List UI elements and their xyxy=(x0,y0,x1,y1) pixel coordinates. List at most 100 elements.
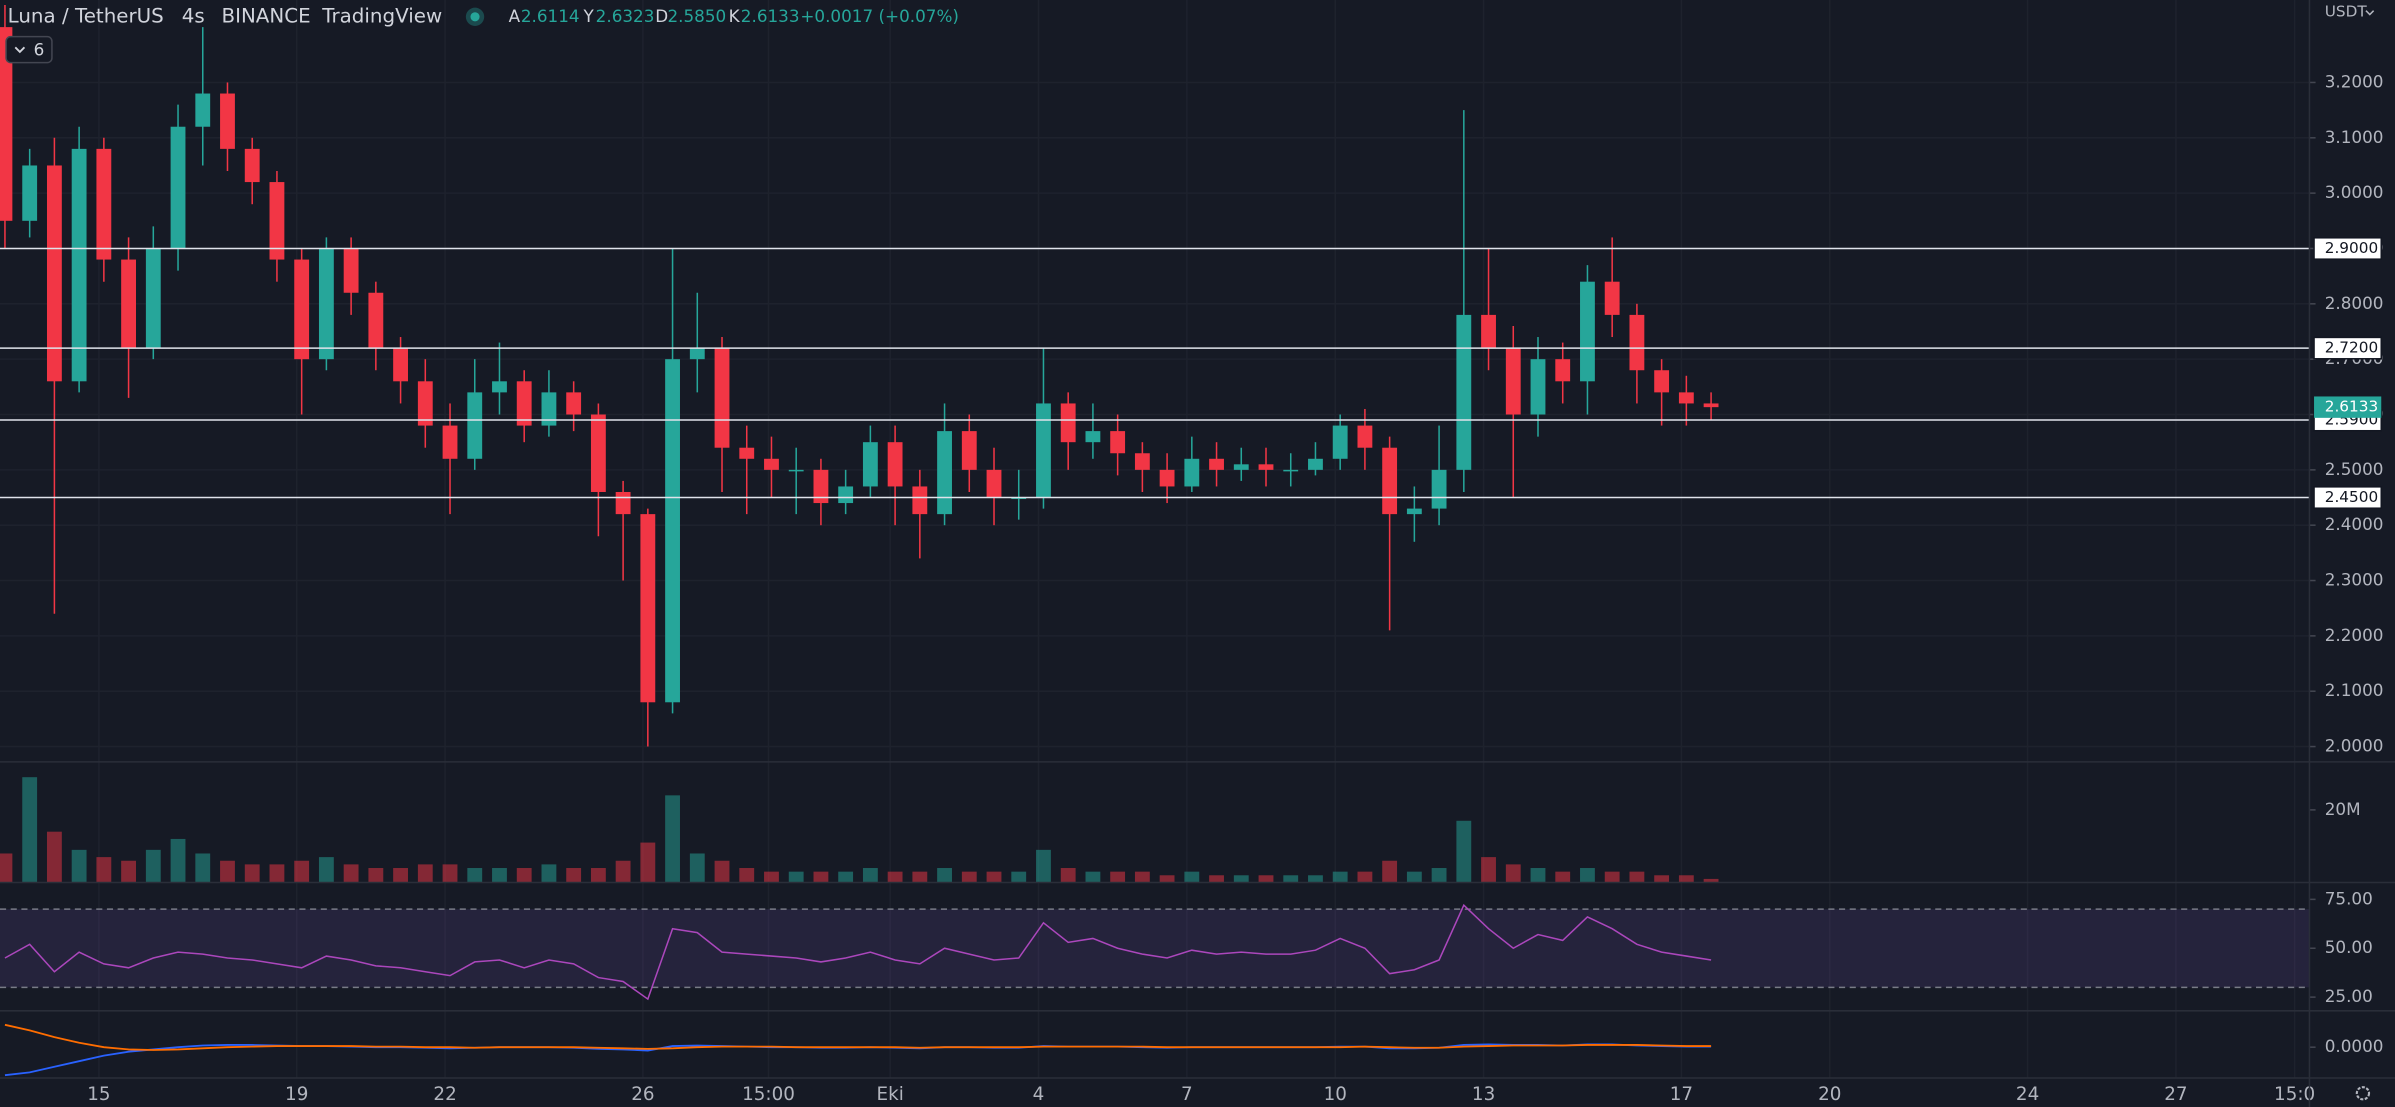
y-tick-label: 2.5000 xyxy=(2325,459,2384,479)
volume-bar xyxy=(739,868,755,883)
interval[interactable]: 4s xyxy=(182,4,205,27)
y-tick-label: 25.00 xyxy=(2325,986,2373,1006)
volume-bar xyxy=(516,868,532,883)
indicator-count: 6 xyxy=(34,39,45,59)
volume-bar xyxy=(1357,871,1373,883)
candle-body xyxy=(0,27,13,221)
candle-body xyxy=(1678,392,1694,404)
candle-body xyxy=(1654,370,1670,393)
volume-bar xyxy=(1505,864,1521,883)
candle-body xyxy=(244,148,260,183)
macd-line xyxy=(4,1023,1712,1051)
last-price-tag xyxy=(2314,396,2382,418)
volume-bar xyxy=(22,777,38,883)
candle-body xyxy=(1456,314,1472,470)
volume-bar xyxy=(96,857,112,883)
x-tick-label: 26 xyxy=(631,1084,654,1105)
candle-body xyxy=(1134,453,1150,470)
y-tick-label: 2.0000 xyxy=(2325,736,2384,756)
y-tick-label: 2.3000 xyxy=(2325,570,2384,590)
settings-icon[interactable] xyxy=(2355,1086,2371,1101)
symbol[interactable]: Luna / TetherUS xyxy=(8,4,164,27)
level-tag xyxy=(2313,237,2383,260)
volume-bar xyxy=(121,860,136,883)
volume-bar xyxy=(665,795,680,883)
volume-bar xyxy=(195,853,211,883)
price-change: +0.0017 (+0.07%) xyxy=(800,6,959,26)
y-tick-label: 2.2000 xyxy=(2325,625,2384,645)
candle-body xyxy=(318,248,334,360)
candle-body xyxy=(912,486,928,515)
volume-bar xyxy=(294,860,310,883)
volume-bar xyxy=(170,838,186,883)
y-tick-label: 2.1000 xyxy=(2325,680,2384,700)
volume-bar xyxy=(862,868,878,883)
volume-bar xyxy=(492,868,507,883)
y-tick-label: 3.1000 xyxy=(2325,127,2384,147)
candle-body xyxy=(1283,469,1299,472)
candle-body xyxy=(1184,458,1200,487)
candle-body xyxy=(1555,359,1571,382)
volume-bar xyxy=(986,871,1002,883)
currency-menu[interactable]: USDT xyxy=(2325,3,2368,21)
ohlc-label: K xyxy=(729,6,741,26)
candle-body xyxy=(71,148,87,382)
indicators-toggle[interactable] xyxy=(5,35,53,64)
candle-body xyxy=(1110,431,1126,454)
candle-body xyxy=(838,486,854,504)
x-tick-label: 10 xyxy=(1324,1084,1347,1105)
ohlc-value: 2.5850 xyxy=(667,6,726,26)
volume-bar xyxy=(838,871,854,883)
volume-bar xyxy=(442,864,458,883)
x-tick-label: 24 xyxy=(2016,1084,2039,1105)
volume-bar xyxy=(1233,875,1249,883)
ohlc-value: 2.6323 xyxy=(596,6,655,26)
candle-body xyxy=(1060,403,1076,443)
volume-bar xyxy=(1703,878,1719,883)
candle-body xyxy=(665,359,680,703)
volume-bar xyxy=(764,871,779,883)
y-tick-label: 2.4000 xyxy=(2325,514,2384,534)
source: TradingView xyxy=(321,4,442,27)
x-tick-label: 20 xyxy=(1818,1084,1841,1105)
candle-body xyxy=(145,248,161,349)
rsi-line xyxy=(4,903,1712,1001)
volume-bar xyxy=(467,868,483,883)
candle-body xyxy=(1604,281,1620,315)
candle-body xyxy=(1530,359,1546,415)
candle-body xyxy=(1703,403,1719,408)
volume-bar xyxy=(1184,871,1200,883)
level-tag xyxy=(2313,336,2383,360)
candle-body xyxy=(1580,281,1595,382)
volume-bar xyxy=(1258,875,1274,883)
volume-bar xyxy=(244,864,260,883)
candle-body xyxy=(1258,464,1274,470)
x-tick-label: 27 xyxy=(2164,1084,2187,1105)
volume-bar xyxy=(0,853,13,883)
candle-body xyxy=(1308,458,1323,470)
panes: 15 19 22 26 15:00 Eki 4 7 10 13 17 20 24 27 15:0 3.2000… xyxy=(0,4,2384,1105)
chevron-icon xyxy=(14,46,26,54)
volume-bar xyxy=(1382,860,1398,883)
candle-body xyxy=(1332,425,1348,459)
ohlc-value: 2.6114 xyxy=(521,6,580,26)
candle-body xyxy=(442,425,458,459)
ohlc-value: 2.6133 xyxy=(741,6,800,26)
ohlc-label: D xyxy=(655,6,668,26)
volume-bar xyxy=(1308,875,1323,883)
level-label: 2.4500 xyxy=(2325,488,2378,506)
x-tick-label: 13 xyxy=(1472,1084,1495,1105)
candle-body xyxy=(96,148,112,260)
last-price-label: 2.6133 xyxy=(2325,398,2378,416)
y-tick-label: 2.8000 xyxy=(2325,293,2384,313)
candle-body xyxy=(1209,458,1224,470)
x-tick-label: 15 xyxy=(87,1084,110,1105)
volume-bar xyxy=(1209,875,1224,883)
x-tick-label: 17 xyxy=(1670,1084,1693,1105)
market-status-dot xyxy=(470,12,480,22)
candle-body xyxy=(393,348,408,382)
y-tick-label: 75.00 xyxy=(2325,888,2373,908)
candles xyxy=(0,4,1719,747)
exchange: BINANCE xyxy=(221,4,310,27)
